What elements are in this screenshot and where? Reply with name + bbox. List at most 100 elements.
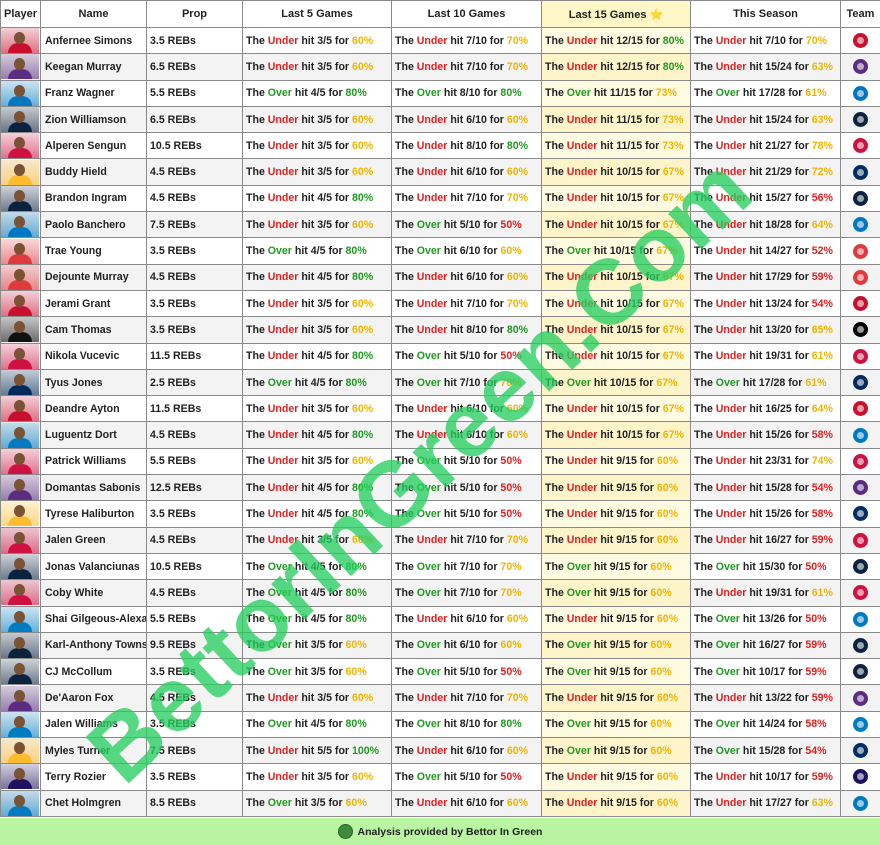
player-photo bbox=[0, 605, 41, 633]
hit-percent: 58% bbox=[805, 718, 827, 731]
col-player[interactable]: Player bbox=[0, 0, 41, 28]
table-row[interactable]: Nikola Vucevic 11.5 REBs The Under hit 4/5… bbox=[0, 342, 880, 370]
hit-l10: The Over hit 5/10 for 50% bbox=[391, 474, 542, 502]
col-prop[interactable]: Prop bbox=[146, 0, 243, 28]
table-row[interactable]: Alperen Sengun 10.5 REBs The Under hit 3/5… bbox=[0, 132, 880, 160]
result-type: Under bbox=[566, 166, 598, 179]
table-row[interactable]: Tyrese Haliburton 3.5 REBs The Under hit 4… bbox=[0, 500, 880, 528]
hit-l10: The Over hit 5/10 for 50% bbox=[391, 342, 542, 370]
prop-line: 5.5 REBs bbox=[146, 447, 243, 476]
table-row[interactable]: Jonas Valanciunas 10.5 REBs The Over hit 4… bbox=[0, 552, 880, 581]
col-team[interactable]: Team bbox=[840, 0, 880, 28]
table-row[interactable]: Tyus Jones 2.5 REBs The Over hit 4/5 for 8… bbox=[0, 368, 880, 397]
hit-l15: The Under hit 10/15 for 67% bbox=[541, 211, 691, 239]
table-row[interactable]: Keegan Murray 6.5 REBs The Under hit 3/5 f… bbox=[0, 53, 880, 81]
hit-count: 3/5 bbox=[317, 60, 332, 73]
player-name: Terry Rozier bbox=[40, 763, 147, 791]
table-row[interactable]: Zion Williamson 6.5 REBs The Under hit 3/5… bbox=[0, 105, 880, 134]
table-row[interactable]: Jalen Williams 3.5 REBs The Over hit 4/5 f… bbox=[0, 710, 880, 739]
table-row[interactable]: Brandon Ingram 4.5 REBs The Under hit 4/5 … bbox=[0, 184, 880, 213]
table-row[interactable]: Paolo Banchero 7.5 REBs The Under hit 3/5 … bbox=[0, 211, 880, 239]
thunder-logo bbox=[853, 611, 868, 627]
table-row[interactable]: Buddy Hield 4.5 REBs The Under hit 3/5 for… bbox=[0, 158, 880, 186]
hit-percent: 63% bbox=[811, 797, 833, 810]
player-name: Deandre Ayton bbox=[40, 395, 147, 423]
hit-count: 3/5 bbox=[317, 692, 332, 705]
result-type: Over bbox=[416, 350, 441, 363]
table-row[interactable]: CJ McCollum 3.5 REBs The Over hit 3/5 for … bbox=[0, 658, 880, 686]
col-season[interactable]: This Season bbox=[690, 0, 841, 28]
table-row[interactable]: Domantas Sabonis 12.5 REBs The Under hit 4… bbox=[0, 474, 880, 502]
hit-l10: The Under hit 6/10 for 60% bbox=[391, 737, 542, 765]
table-row[interactable]: Myles Turner 7.5 REBs The Under hit 5/5 fo… bbox=[0, 737, 880, 765]
hit-percent: 60% bbox=[351, 323, 374, 336]
player-avatar-icon bbox=[1, 396, 39, 421]
result-type: Under bbox=[566, 139, 598, 152]
hit-count: 7/10 bbox=[765, 34, 786, 47]
bulls-logo bbox=[853, 348, 868, 364]
hit-l10: The Under hit 6/10 for 60% bbox=[391, 105, 542, 134]
team-cell bbox=[840, 579, 880, 607]
player-avatar-icon bbox=[1, 81, 39, 106]
hit-percent: 67% bbox=[662, 297, 684, 310]
col-last-15[interactable]: Last 15 Games ⭐ bbox=[541, 0, 691, 28]
player-name: Tyrese Haliburton bbox=[40, 500, 147, 528]
hit-l5: The Under hit 4/5 for 80% bbox=[242, 421, 392, 449]
hit-l5: The Under hit 3/5 for 60% bbox=[242, 395, 392, 423]
table-row[interactable]: Deandre Ayton 11.5 REBs The Under hit 3/5 … bbox=[0, 395, 880, 423]
hit-count: 10/15 bbox=[616, 297, 643, 310]
table-row[interactable]: Trae Young 3.5 REBs The Over hit 4/5 for 8… bbox=[0, 237, 880, 265]
table-row[interactable]: Jalen Green 4.5 REBs The Under hit 3/5 for… bbox=[0, 526, 880, 554]
col-name[interactable]: Name bbox=[40, 0, 147, 28]
col-last-10[interactable]: Last 10 Games bbox=[391, 0, 542, 28]
table-row[interactable]: Luguentz Dort 4.5 REBs The Under hit 4/5 f… bbox=[0, 421, 880, 449]
hit-percent: 60% bbox=[500, 639, 522, 652]
col-last-5[interactable]: Last 5 Games bbox=[242, 0, 392, 28]
result-type: Under bbox=[566, 34, 598, 47]
bettor-logo-icon bbox=[337, 824, 353, 839]
hit-l10: The Under hit 7/10 for 70% bbox=[391, 184, 542, 213]
hit-percent: 60% bbox=[506, 797, 529, 810]
hit-count: 5/5 bbox=[317, 744, 332, 757]
team-cell bbox=[840, 789, 880, 817]
hit-count: 8/10 bbox=[459, 718, 481, 731]
hit-percent: 80% bbox=[345, 87, 367, 100]
table-row[interactable]: Karl-Anthony Towns 9.5 REBs The Over hit 3… bbox=[0, 631, 880, 660]
prop-line: 6.5 REBs bbox=[146, 53, 243, 81]
result-type: Over bbox=[416, 560, 441, 573]
table-row[interactable]: Coby White 4.5 REBs The Over hit 4/5 for 8… bbox=[0, 579, 880, 607]
hit-season: The Under hit 15/24 for 63% bbox=[690, 53, 841, 81]
result-type: Over bbox=[416, 245, 441, 258]
result-type: Over bbox=[416, 218, 441, 231]
table-row[interactable]: Cam Thomas 3.5 REBs The Under hit 3/5 for … bbox=[0, 316, 880, 344]
hit-percent: 63% bbox=[811, 60, 833, 73]
result-type: Over bbox=[416, 481, 441, 494]
result-type: Over bbox=[715, 560, 740, 573]
hit-count: 17/29 bbox=[765, 271, 792, 284]
prop-line: 4.5 REBs bbox=[146, 263, 243, 291]
hit-percent: 80% bbox=[345, 613, 367, 626]
player-photo bbox=[0, 237, 41, 265]
hit-l15: The Over hit 9/15 for 60% bbox=[541, 737, 691, 765]
player-photo bbox=[0, 263, 41, 291]
hit-count: 15/28 bbox=[765, 481, 792, 494]
table-row[interactable]: De'Aaron Fox 4.5 REBs The Under hit 3/5 fo… bbox=[0, 684, 880, 712]
table-row[interactable]: Anfernee Simons 3.5 REBs The Under hit 3/5… bbox=[0, 26, 880, 55]
player-name: Buddy Hield bbox=[40, 158, 147, 186]
hit-percent: 59% bbox=[811, 534, 833, 547]
table-row[interactable]: Patrick Williams 5.5 REBs The Under hit 3/… bbox=[0, 447, 880, 476]
table-row[interactable]: Terry Rozier 3.5 REBs The Under hit 3/5 fo… bbox=[0, 763, 880, 791]
table-row[interactable]: Chet Holmgren 8.5 REBs The Over hit 3/5 fo… bbox=[0, 789, 880, 817]
hit-l5: The Under hit 3/5 for 60% bbox=[242, 684, 392, 712]
table-row[interactable]: Dejounte Murray 4.5 REBs The Under hit 4/5… bbox=[0, 263, 880, 291]
hit-count: 5/10 bbox=[459, 481, 481, 494]
prop-line: 7.5 REBs bbox=[146, 211, 243, 239]
table-row[interactable]: Franz Wagner 5.5 REBs The Over hit 4/5 for… bbox=[0, 79, 880, 107]
hit-l15: The Under hit 9/15 for 60% bbox=[541, 500, 691, 528]
hit-percent: 74% bbox=[811, 455, 833, 468]
table-row[interactable]: Jerami Grant 3.5 REBs The Under hit 3/5 fo… bbox=[0, 289, 880, 318]
hit-l5: The Over hit 4/5 for 80% bbox=[242, 79, 392, 107]
player-photo bbox=[0, 395, 41, 423]
hit-l15: The Under hit 10/15 for 67% bbox=[541, 342, 691, 370]
